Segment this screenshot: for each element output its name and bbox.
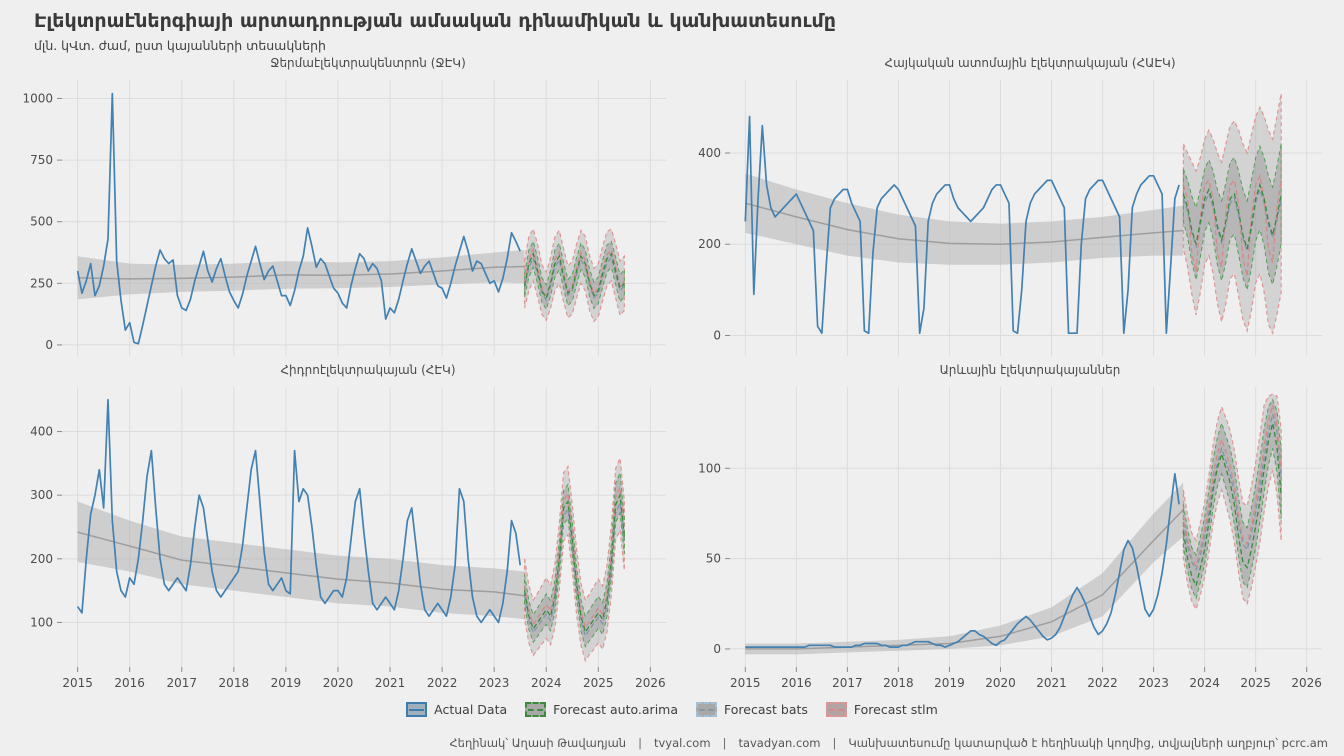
- svg-text:1000: 1000: [22, 91, 53, 105]
- legend-swatch-actual: [406, 702, 428, 718]
- chart-hydro: 2015 2016 2017 2018 2019 2020 2021 2022 2023 2024…: [30, 386, 666, 690]
- svg-text:2025: 2025: [1240, 676, 1271, 690]
- svg-text:2017: 2017: [166, 676, 197, 690]
- footer-separator: |: [832, 736, 837, 750]
- svg-text:200: 200: [30, 552, 53, 566]
- svg-text:2024: 2024: [1189, 676, 1220, 690]
- svg-text:0: 0: [45, 338, 53, 352]
- svg-text:2019: 2019: [271, 676, 302, 690]
- legend: Actual Data Forecast auto.arima Forecast…: [0, 697, 1344, 723]
- svg-text:500: 500: [30, 214, 53, 228]
- svg-text:100: 100: [698, 461, 721, 475]
- svg-text:2016: 2016: [114, 676, 145, 690]
- svg-text:2019: 2019: [934, 676, 965, 690]
- footer: Հեղինակ՝ Աղասի Թավադյան | tvyal.com | tavady…: [449, 736, 1328, 750]
- panel-title-solar: Արևային էլեկտրակայաններ: [939, 362, 1121, 377]
- legend-swatch-stlm: [825, 702, 847, 718]
- svg-text:2020: 2020: [985, 676, 1016, 690]
- svg-text:2015: 2015: [62, 676, 93, 690]
- svg-text:0: 0: [713, 328, 721, 342]
- svg-text:400: 400: [698, 146, 721, 160]
- legend-item-stlm: Forecast stlm: [825, 702, 938, 718]
- footer-link-tavadyan[interactable]: tavadyan.com: [738, 736, 821, 750]
- svg-text:2024: 2024: [531, 676, 562, 690]
- svg-text:100: 100: [30, 615, 53, 629]
- legend-label-bats: Forecast bats: [724, 702, 808, 718]
- svg-text:2026: 2026: [1291, 676, 1322, 690]
- legend-line-stlm: [828, 709, 844, 712]
- footer-source-note: Կանխատեսումը կատարված է հեղինակի կողմից,…: [848, 736, 1328, 750]
- chart-solar: 2015 2016 2017 2018 2019 2020 2021 2022 2023 2024…: [698, 386, 1322, 690]
- svg-text:2020: 2020: [323, 676, 354, 690]
- legend-item-bats: Forecast bats: [696, 702, 808, 718]
- svg-text:200: 200: [698, 237, 721, 251]
- page-subtitle: մլն. կՎտ. ժամ, ըստ կայանների տեսակների: [34, 37, 326, 53]
- svg-text:2022: 2022: [1087, 676, 1118, 690]
- legend-item-actual: Actual Data: [406, 702, 508, 718]
- svg-text:2023: 2023: [479, 676, 510, 690]
- svg-text:2018: 2018: [883, 676, 914, 690]
- svg-text:2016: 2016: [781, 676, 812, 690]
- panel-nuclear: Հայկական ատոմային էլեկտրակայան (ՀԱԷԿ) 0 2…: [674, 55, 1330, 362]
- footer-separator: |: [638, 736, 642, 750]
- svg-text:2021: 2021: [375, 676, 406, 690]
- svg-text:2017: 2017: [832, 676, 863, 690]
- svg-text:2023: 2023: [1138, 676, 1169, 690]
- legend-label-stlm: Forecast stlm: [853, 702, 938, 718]
- svg-text:2018: 2018: [219, 676, 250, 690]
- legend-label-arima: Forecast auto.arima: [553, 702, 679, 718]
- legend-item-arima: Forecast auto.arima: [525, 702, 679, 718]
- legend-swatch-arima: [525, 702, 547, 718]
- footer-link-tvyal[interactable]: tvyal.com: [653, 736, 711, 750]
- footer-separator: |: [722, 736, 727, 750]
- footer-author: Հեղինակ՝ Աղասի Թավադյան: [449, 736, 627, 750]
- legend-line-arima: [528, 709, 544, 712]
- svg-text:400: 400: [30, 424, 53, 438]
- legend-swatch-bats: [696, 702, 718, 718]
- legend-line-bats: [699, 709, 715, 712]
- panel-title-thermal: Ջերմաէլեկտրակենտրոն (ՋԷԿ): [270, 55, 466, 70]
- svg-text:0: 0: [713, 642, 721, 656]
- svg-text:2026: 2026: [635, 676, 666, 690]
- chart-nuclear: 0 200 400: [698, 79, 1322, 356]
- svg-text:2025: 2025: [583, 676, 614, 690]
- legend-label-actual: Actual Data: [434, 702, 508, 718]
- panel-thermal: Ջերմաէլեկտրակենտրոն (ՋԷԿ) 0 250 500 750 1000: [6, 55, 674, 362]
- svg-text:2021: 2021: [1036, 676, 1067, 690]
- svg-text:250: 250: [30, 276, 53, 290]
- svg-text:2022: 2022: [427, 676, 458, 690]
- svg-text:50: 50: [706, 551, 721, 565]
- header: Էլեկտրաէներգիայի արտադրության ամսական դի…: [0, 0, 1344, 53]
- svg-text:300: 300: [30, 488, 53, 502]
- panel-hydro: Հիդրոէլեկտրակայան (ՀԷԿ) 2015 2016 2017 2018…: [6, 362, 674, 695]
- page-title: Էլեկտրաէներգիայի արտադրության ամսական դի…: [34, 10, 836, 32]
- facet-grid: Ջերմաէլեկտրակենտրոն (ՋԷԿ) 0 250 500 750 1000…: [0, 53, 1344, 695]
- svg-text:750: 750: [30, 153, 53, 167]
- panel-solar: Արևային էլեկտրակայաններ 2015 2016 2017 2018…: [674, 362, 1330, 695]
- panel-title-hydro: Հիդրոէլեկտրակայան (ՀԷԿ): [280, 362, 456, 377]
- chart-thermal: 0 250 500 750 1000: [22, 79, 666, 356]
- panel-title-nuclear: Հայկական ատոմային էլեկտրակայան (ՀԱԷԿ): [884, 55, 1176, 70]
- legend-line-actual: [409, 709, 425, 712]
- svg-text:2015: 2015: [730, 676, 761, 690]
